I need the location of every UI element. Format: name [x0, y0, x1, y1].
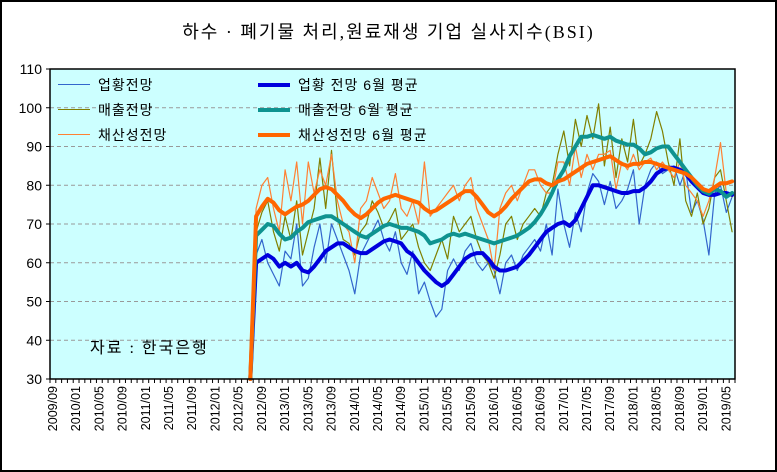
- x-axis-tick-label: 2015/09: [464, 386, 478, 431]
- legend-label: 채산성전망 6월 평균: [298, 126, 428, 143]
- y-axis-tick-label: 110: [20, 61, 43, 77]
- x-axis-tick-label: 2016/09: [534, 386, 548, 431]
- x-axis-tick-label: 2015/01: [417, 386, 431, 431]
- y-axis-tick-label: 90: [26, 139, 42, 155]
- x-axis-tick-label: 2012/01: [208, 386, 222, 431]
- thick-orange-line-swatch-icon: [258, 132, 290, 137]
- thick-teal-line-swatch-icon: [258, 107, 290, 112]
- x-axis-tick-label: 2010/05: [92, 386, 106, 431]
- x-axis-tick-label: 2011/01: [139, 386, 153, 430]
- series-line-0: [249, 161, 733, 380]
- series-line-4: [248, 132, 735, 381]
- chart-legend: 업황전망 매출전망 채산성전망 업황 전망 6월 평균 매출전망 6월 평균 채…: [58, 72, 478, 147]
- x-axis-tick-label: 2013/01: [278, 386, 292, 431]
- thin-olive-line-swatch-icon: [58, 108, 90, 111]
- legend-item-profitability-outlook-6mo-avg: 채산성전망 6월 평균: [258, 125, 478, 145]
- x-axis-tick-label: 2016/01: [487, 386, 501, 431]
- legend-item-sales-outlook-6mo-avg: 매출전망 6월 평균: [258, 100, 478, 120]
- legend-label: 매출전망: [98, 101, 154, 118]
- plot-border: [49, 68, 736, 380]
- x-axis-tick-label: 2013/09: [325, 386, 339, 431]
- thick-blue-line-swatch-icon: [258, 82, 290, 87]
- x-axis-tick-label: 2010/01: [69, 386, 83, 431]
- y-axis-tick-label: 30: [26, 371, 42, 387]
- legend-label: 채산성전망: [98, 126, 168, 143]
- x-axis-tick-label: 2019/05: [719, 386, 733, 431]
- thin-blue-line-swatch-icon: [58, 83, 90, 86]
- x-axis-tick-label: 2016/05: [510, 386, 524, 431]
- x-axis-tick-label: 2014/01: [348, 386, 362, 431]
- series-line-2: [249, 142, 733, 380]
- x-axis-tick-label: 2017/05: [580, 386, 594, 431]
- x-axis-tick-label: 2015/05: [441, 386, 455, 431]
- series-line-3: [248, 165, 735, 381]
- legend-item-profitability-outlook: 채산성전망: [58, 125, 258, 145]
- x-axis-tick-label: 2019/01: [696, 386, 710, 431]
- legend-item-sales-outlook: 매출전망: [58, 100, 258, 120]
- x-axis-tick-label: 2012/09: [255, 386, 269, 431]
- series-line-5: [248, 154, 735, 381]
- x-axis-tick-label: 2014/05: [371, 386, 385, 431]
- legend-item-business-outlook-6mo-avg: 업황 전망 6월 평균: [258, 75, 478, 95]
- x-axis-tick-label: 2011/05: [162, 386, 176, 430]
- x-axis-tick-label: 2010/09: [116, 386, 130, 431]
- legend-label: 매출전망 6월 평균: [298, 101, 414, 118]
- chart-title: 하수 · 폐기물 처리,원료재생 기업 실사지수(BSI): [182, 22, 595, 42]
- x-axis-tick-label: 2017/09: [603, 386, 617, 431]
- legend-label: 업황전망: [98, 76, 154, 93]
- x-axis-tick-label: 2017/01: [557, 386, 571, 431]
- source-note: 자료 : 한국은행: [90, 340, 209, 357]
- y-axis-tick-label: 40: [26, 332, 42, 348]
- x-axis-tick-label: 2009/09: [46, 386, 60, 431]
- legend-label: 업황 전망 6월 평균: [298, 76, 419, 93]
- x-axis-tick-label: 2018/01: [626, 386, 640, 431]
- x-axis-tick-label: 2012/05: [232, 386, 246, 431]
- x-axis-tick-label: 2018/05: [650, 386, 664, 431]
- x-axis-tick-label: 2018/09: [673, 386, 687, 431]
- legend-item-business-outlook: 업황전망: [58, 75, 258, 95]
- y-axis-tick-label: 50: [26, 294, 42, 310]
- x-axis-tick-label: 2013/05: [301, 386, 315, 431]
- y-axis-tick-label: 80: [26, 177, 42, 193]
- y-axis-tick-label: 70: [26, 216, 42, 232]
- y-axis-tick-label: 60: [26, 255, 42, 271]
- x-axis-tick-label: 2014/09: [394, 386, 408, 431]
- thin-orange-line-swatch-icon: [58, 133, 90, 136]
- x-axis-tick-label: 2011/09: [185, 386, 199, 430]
- y-axis-tick-label: 100: [19, 100, 43, 116]
